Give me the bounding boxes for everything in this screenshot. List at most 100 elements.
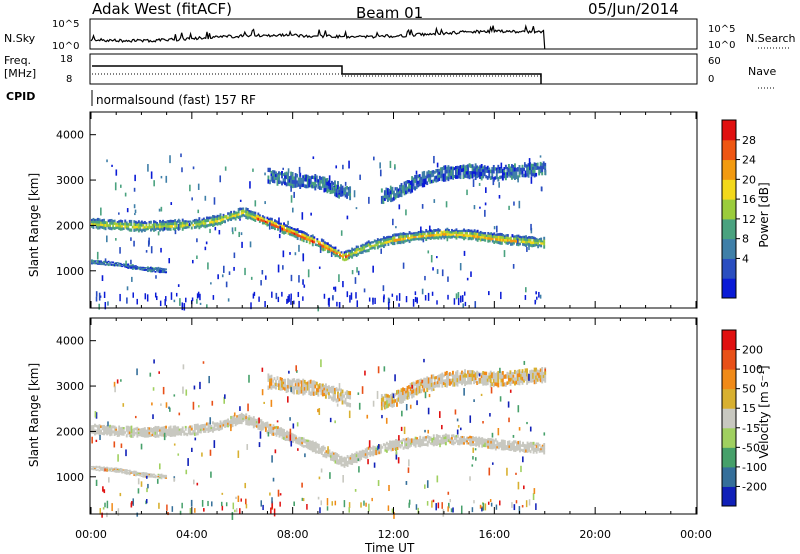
- velocity-cell: [458, 375, 460, 379]
- velocity-cell: [454, 441, 456, 445]
- velocity-cell: [212, 426, 214, 430]
- power-cell: [95, 221, 98, 224]
- velocity-cell: [417, 390, 420, 395]
- power-cell: [305, 240, 308, 243]
- power-cell: [124, 219, 127, 223]
- velocity-cell: [443, 436, 446, 440]
- velocity-cell: [107, 432, 110, 435]
- velocity-cell: [490, 440, 493, 444]
- power-near-range: [436, 300, 438, 305]
- power-cell: [351, 252, 354, 257]
- power-cell: [311, 175, 314, 180]
- power-cell: [512, 171, 515, 176]
- velocity-cell: [286, 437, 289, 441]
- power-cell: [437, 233, 440, 237]
- velocity-cell: [532, 441, 535, 446]
- velocity-cell: [310, 447, 313, 451]
- velocity-cell: [280, 430, 282, 434]
- power-cell: [165, 225, 168, 228]
- velocity-cell: [307, 439, 310, 443]
- power-cell: [301, 230, 304, 234]
- power-cell: [414, 233, 417, 237]
- velocity-cell: [199, 424, 202, 428]
- velocity-cell: [124, 431, 127, 434]
- power-cell: [369, 243, 372, 246]
- power-cell: [286, 224, 289, 228]
- power-cell: [224, 215, 227, 219]
- velocity-cell: [288, 379, 291, 383]
- power-cell: [413, 236, 416, 239]
- power-cell: [415, 181, 418, 186]
- power-cell: [352, 248, 355, 251]
- velocity-cell: [207, 430, 210, 433]
- power-cell: [128, 228, 131, 232]
- power-cell: [98, 263, 101, 265]
- power-cell: [137, 220, 140, 224]
- power-cell: [481, 231, 484, 235]
- power-speckle: [177, 284, 180, 287]
- velocity-cell: [165, 474, 168, 477]
- velocity-cell: [526, 380, 529, 385]
- velocity-cell: [521, 369, 524, 374]
- velocity-cell: [426, 380, 429, 385]
- power-cell: [503, 240, 506, 244]
- power-speckle: [441, 269, 444, 277]
- power-cell: [467, 237, 470, 241]
- power-cell: [127, 267, 130, 269]
- velocity-speckle: [400, 426, 403, 432]
- power-cell: [275, 222, 278, 226]
- power-cell: [100, 261, 102, 263]
- velocity-cell: [172, 433, 175, 437]
- velocity-cell: [346, 460, 349, 465]
- power-cell: [532, 166, 535, 171]
- velocity-near-range: [319, 507, 321, 514]
- power-cell: [100, 219, 102, 223]
- power-cell: [221, 218, 223, 222]
- power-cell: [366, 249, 369, 253]
- velocity-cell: [286, 433, 289, 436]
- power-cell: [326, 247, 329, 251]
- velocity-cell: [95, 424, 98, 428]
- power-cell: [169, 222, 172, 226]
- velocity-cell: [154, 431, 157, 436]
- velocity-speckle: [120, 379, 122, 382]
- power-cell: [303, 174, 306, 179]
- velocity-cell: [411, 390, 414, 395]
- velocity-cell: [506, 447, 509, 451]
- power-cell: [458, 174, 460, 179]
- power-cell: [479, 230, 482, 234]
- velocity-cell: [249, 422, 252, 426]
- power-cell: [338, 189, 341, 194]
- velocity-speckle: [136, 368, 138, 376]
- velocity-near-range: [189, 508, 192, 514]
- power-cell: [116, 222, 119, 226]
- velocity-cell: [343, 394, 345, 398]
- power-cell: [143, 267, 146, 270]
- power-cell: [334, 254, 337, 258]
- power-cell: [97, 220, 99, 224]
- power-cell: [300, 183, 303, 188]
- power-cell: [231, 213, 234, 216]
- power-cell: [439, 167, 442, 172]
- velocity-cell: [527, 379, 530, 384]
- velocity-cell: [506, 443, 509, 446]
- power-cell: [458, 166, 460, 170]
- velocity-cell: [116, 433, 119, 437]
- power-cell: [521, 167, 524, 172]
- velocity-cell: [512, 443, 515, 447]
- power-cell: [115, 224, 118, 228]
- power-cell: [389, 198, 392, 203]
- velocity-speckle: [490, 387, 493, 394]
- velocity-near-range: [363, 500, 365, 506]
- power-cell: [119, 262, 122, 265]
- power-cell: [532, 163, 535, 168]
- power-speckle: [192, 166, 195, 170]
- velocity-cell: [441, 379, 444, 385]
- power-speckle: [356, 267, 358, 273]
- power-cell: [278, 180, 280, 184]
- velocity-cell: [121, 431, 124, 434]
- velocity-cell: [314, 384, 317, 389]
- velocity-cell: [323, 390, 326, 394]
- power-speckle: [96, 251, 99, 260]
- power-cell: [349, 189, 352, 194]
